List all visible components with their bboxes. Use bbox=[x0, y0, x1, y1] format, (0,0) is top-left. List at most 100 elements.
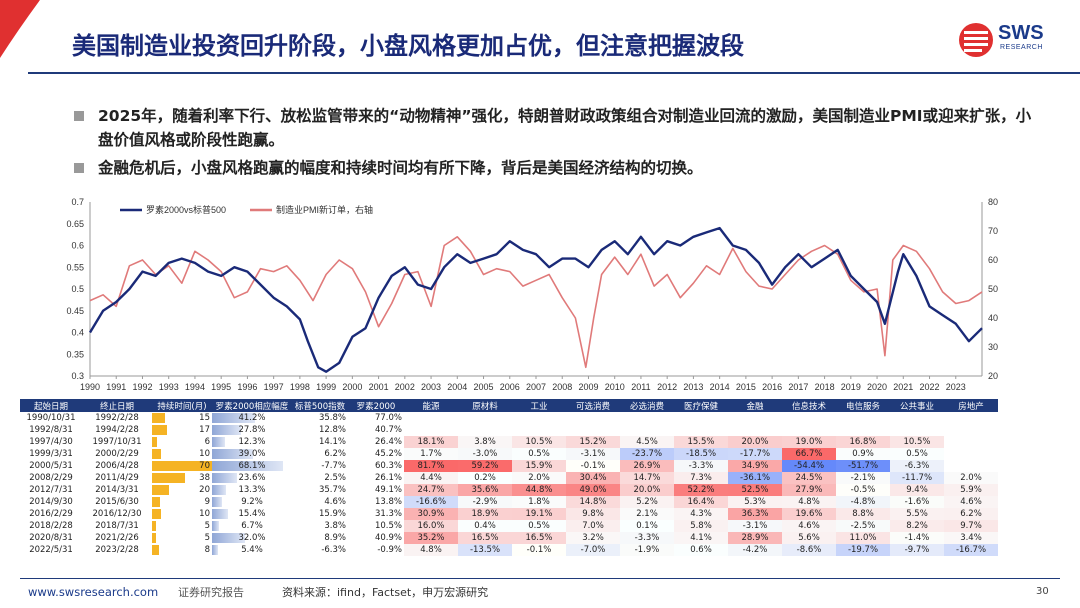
sp500-return-cell: 3.8% bbox=[324, 521, 346, 531]
sector-return-cell: 0.4% bbox=[458, 520, 512, 532]
x-tick-label: 2023 bbox=[946, 382, 966, 392]
x-tick-label: 2020 bbox=[867, 382, 887, 392]
relative-return-value: 13.3% bbox=[238, 485, 266, 495]
relative-return-cell: 6.7% bbox=[212, 520, 292, 532]
duration-bar bbox=[152, 509, 161, 519]
sector-return-cell: 20.0% bbox=[728, 436, 782, 448]
duration-value: 15 bbox=[199, 413, 210, 423]
y-left-tick-label: 0.6 bbox=[71, 241, 84, 251]
x-tick-label: 1991 bbox=[106, 382, 126, 392]
duration-bar bbox=[152, 425, 167, 435]
sp500-return-cell: 8.9% bbox=[324, 533, 346, 543]
page-number: 30 bbox=[1036, 586, 1049, 597]
sector-return-cell bbox=[512, 412, 566, 424]
sector-return-cell: 8.2% bbox=[890, 520, 944, 532]
sector-return-cell: -36.1% bbox=[728, 472, 782, 484]
sector-return-cell: 1.7% bbox=[404, 448, 458, 460]
sector-return-cell: 5.6% bbox=[782, 532, 836, 544]
sector-return-cell: 2.1% bbox=[620, 508, 674, 520]
relative-return-bar bbox=[212, 473, 237, 483]
relative-return-cell: 41.2% bbox=[212, 412, 292, 424]
relative-return-cell: 9.2% bbox=[212, 496, 292, 508]
logo-subtext: RESEARCH bbox=[1000, 44, 1043, 51]
sector-return-cell bbox=[944, 436, 998, 448]
sector-return-cell: 4.4% bbox=[404, 472, 458, 484]
sector-return-cell: 26.9% bbox=[620, 460, 674, 472]
sector-return-cell: -0.1% bbox=[512, 544, 566, 556]
end-date-cell: 2011/4/29 bbox=[95, 473, 139, 483]
sector-return-cell: -7.0% bbox=[566, 544, 620, 556]
end-date-cell: 2021/2/26 bbox=[95, 533, 139, 543]
russell2000-return-cell: 31.3% bbox=[374, 509, 402, 519]
x-tick-label: 1997 bbox=[264, 382, 284, 392]
line-chart: 0.3 0.35 0.4 0.45 0.5 0.55 0.6 0.65 0.7 20 30 40 50 6… bbox=[40, 192, 1040, 396]
relative-return-cell: 39.0% bbox=[212, 448, 292, 460]
end-date-cell: 2000/2/29 bbox=[95, 449, 139, 459]
sector-return-cell: -1.9% bbox=[620, 544, 674, 556]
russell2000-return-cell: 26.1% bbox=[374, 473, 402, 483]
sector-return-cell bbox=[404, 424, 458, 436]
sector-return-cell: 19.1% bbox=[512, 508, 566, 520]
x-tick-label: 1995 bbox=[211, 382, 231, 392]
relative-return-bar bbox=[212, 485, 226, 495]
sector-return-cell: -0.1% bbox=[566, 460, 620, 472]
start-date-cell: 1990/10/31 bbox=[26, 413, 76, 423]
table-header-cell: 原材料 bbox=[458, 399, 512, 412]
sector-return-cell: 15.2% bbox=[566, 436, 620, 448]
sector-return-cell: -18.5% bbox=[674, 448, 728, 460]
sector-return-cell: -11.7% bbox=[890, 472, 944, 484]
sector-return-cell: 16.8% bbox=[836, 436, 890, 448]
table-row: 2020/8/31 2021/2/26 5 32.0% 8.9% 40.9% 35.2% 16… bbox=[20, 532, 998, 544]
x-tick-label: 2011 bbox=[631, 382, 650, 392]
x-tick-label: 2007 bbox=[526, 382, 546, 392]
y-left-tick-label: 0.55 bbox=[66, 262, 84, 272]
y-left-tick-label: 0.7 bbox=[71, 197, 84, 207]
duration-value: 5 bbox=[204, 521, 210, 531]
relative-return-bar bbox=[212, 449, 253, 459]
x-tick-label: 2019 bbox=[841, 382, 861, 392]
sector-return-cell: 1.8% bbox=[512, 496, 566, 508]
relative-return-bar bbox=[212, 425, 241, 435]
sector-return-cell: -6.3% bbox=[890, 460, 944, 472]
relative-return-cell: 27.8% bbox=[212, 424, 292, 436]
sp500-return-cell: 15.9% bbox=[318, 509, 346, 519]
y-right-tick-label: 30 bbox=[988, 342, 998, 352]
x-tick-label: 2021 bbox=[893, 382, 913, 392]
sector-return-cell: -54.4% bbox=[782, 460, 836, 472]
footer-website-link[interactable]: www.swsresearch.com bbox=[28, 585, 159, 599]
russell2000-return-cell: 77.0% bbox=[374, 413, 402, 423]
relative-return-value: 32.0% bbox=[238, 533, 266, 543]
duration-cell: 10 bbox=[152, 508, 212, 520]
sector-return-cell: 18.1% bbox=[404, 436, 458, 448]
end-date-cell: 2006/4/28 bbox=[95, 461, 139, 471]
relative-return-cell: 32.0% bbox=[212, 532, 292, 544]
duration-bar bbox=[152, 545, 159, 555]
logo-text: SWS bbox=[998, 22, 1044, 44]
duration-cell: 20 bbox=[152, 484, 212, 496]
footer-divider bbox=[20, 578, 1060, 579]
sector-return-cell: 20.0% bbox=[620, 484, 674, 496]
sector-return-cell: 34.9% bbox=[728, 460, 782, 472]
sector-return-cell: -3.3% bbox=[620, 532, 674, 544]
duration-bar bbox=[152, 437, 158, 447]
sector-return-cell: 5.9% bbox=[944, 484, 998, 496]
relative-return-cell: 15.4% bbox=[212, 508, 292, 520]
x-tick-label: 2018 bbox=[815, 382, 835, 392]
sector-return-cell: 36.3% bbox=[728, 508, 782, 520]
sector-return-cell: 4.1% bbox=[674, 532, 728, 544]
start-date-cell: 2014/9/30 bbox=[29, 497, 73, 507]
legend-label: 制造业PMI新订单，右轴 bbox=[276, 204, 373, 215]
sector-return-cell: -2.1% bbox=[836, 472, 890, 484]
x-tick-label: 2001 bbox=[369, 382, 389, 392]
sector-return-cell: 8.8% bbox=[836, 508, 890, 520]
sector-return-cell: 0.5% bbox=[512, 520, 566, 532]
start-date-cell: 2020/8/31 bbox=[29, 533, 73, 543]
relative-return-cell: 68.1% bbox=[212, 460, 292, 472]
sector-return-cell: -13.5% bbox=[458, 544, 512, 556]
duration-cell: 10 bbox=[152, 448, 212, 460]
sector-return-cell: 4.8% bbox=[404, 544, 458, 556]
sector-return-cell: 2.0% bbox=[512, 472, 566, 484]
sp500-return-cell: 35.8% bbox=[318, 413, 346, 423]
bullet-1: 2025年，随着利率下行、放松监管带来的“动物精神”强化，特朗普财政政策组合对制… bbox=[72, 104, 1032, 152]
sector-return-cell: 15.9% bbox=[512, 460, 566, 472]
